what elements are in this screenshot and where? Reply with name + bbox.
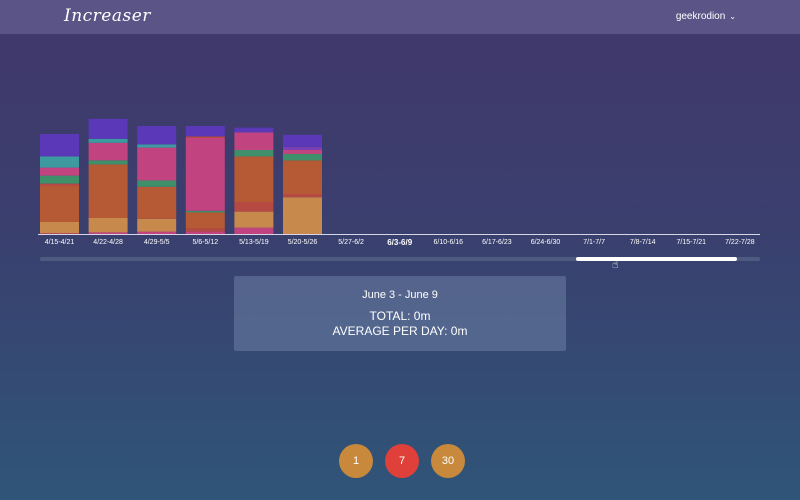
bar-segment[interactable] [234,132,274,134]
bar-segment[interactable] [185,136,225,138]
week-label[interactable]: 7/1-7/7 [583,239,605,246]
bar-segment[interactable] [283,150,322,154]
bar-segment[interactable] [283,134,322,147]
bar-segment[interactable] [283,197,322,234]
bar-segment[interactable] [185,210,225,213]
week-label[interactable]: 7/22-7/28 [725,239,755,246]
bar-segment[interactable] [88,160,128,165]
bar-segment[interactable] [234,150,274,157]
summary-total: TOTAL: 0m [369,309,431,323]
week-label[interactable]: 6/10-6/16 [433,239,464,246]
bar-segment[interactable] [40,233,79,234]
bar-segment[interactable] [40,167,79,176]
bar-segment[interactable] [88,218,128,233]
bar-segment[interactable] [137,231,177,234]
bar-segment[interactable] [283,146,322,150]
week-label[interactable]: 7/15-7/21 [676,239,707,246]
chart-scroll-thumb[interactable] [576,257,737,261]
bar-segment[interactable] [88,118,128,139]
week-label[interactable]: 4/22-4/28 [93,239,123,246]
username: geekrodion [675,11,726,22]
bar-segment[interactable] [40,175,79,184]
bar-segment[interactable] [185,231,225,234]
week-label[interactable]: 4/29-5/5 [143,239,170,246]
bar-segment[interactable] [185,212,225,229]
week-label[interactable]: 7/8-7/14 [629,239,656,246]
chevron-down-icon: ⌄ [729,12,736,21]
bar-segment[interactable] [137,147,177,181]
bar-segment[interactable] [234,127,274,133]
bar-segment[interactable] [234,156,274,202]
bar-segment[interactable] [283,160,322,194]
bar-segment[interactable] [137,144,177,148]
bar-segment[interactable] [137,186,177,219]
week-label[interactable]: 5/6-5/12 [192,239,219,246]
bar-segment[interactable] [137,126,177,145]
bar-segment[interactable] [88,142,128,161]
bar-segment[interactable] [40,183,79,186]
week-label[interactable]: 5/27-6/2 [338,239,364,246]
top-bar: Increaser geekrodion ⌄ [0,0,800,34]
period-button-30[interactable]: 30 [431,444,465,478]
bar-segment[interactable] [185,126,225,137]
bar-segment[interactable] [40,186,79,222]
bar-segment[interactable] [234,227,274,234]
week-label[interactable]: 5/20-5/26 [287,239,318,246]
bar-segment[interactable] [88,232,128,234]
bar-segment[interactable] [40,134,79,157]
bar-segment[interactable] [88,138,128,143]
chart-bars [40,118,322,234]
week-label[interactable]: 6/3-6/9 [387,238,413,247]
bar-segment[interactable] [137,218,177,232]
period-button-7[interactable]: 7 [385,444,419,478]
bar-segment[interactable] [185,228,225,232]
weekly-bar-chart: 4/15-4/21 4/22-4/28 4/29-5/5 5/6-5/12 5/13-5… [38,118,760,271]
week-label[interactable]: 6/24-6/30 [530,239,561,246]
bar-segment[interactable] [40,156,79,168]
bar-segment[interactable] [40,222,79,234]
chart-scroll-track[interactable] [40,257,760,261]
week-label[interactable]: 5/13-5/19 [239,239,269,246]
bar-segment[interactable] [234,202,274,212]
hand-cursor-icon: ☝ [612,259,619,271]
chart-x-axis [38,234,760,235]
period-button-1[interactable]: 1 [339,444,373,478]
week-label[interactable]: 6/17-6/23 [482,239,512,246]
bar-segment[interactable] [137,180,177,187]
user-menu[interactable]: geekrodion ⌄ [676,11,736,22]
week-summary-card: June 3 - June 9 TOTAL: 0m AVERAGE PER DA… [234,276,566,351]
bar-segment[interactable] [234,211,274,228]
bar-segment[interactable] [185,138,225,211]
summary-average: AVERAGE PER DAY: 0m [332,324,468,338]
bar-segment[interactable] [234,134,274,150]
app-logo[interactable]: Increaser [64,6,151,26]
period-buttons: 1 7 30 [339,444,465,478]
bar-segment[interactable] [88,164,128,218]
week-label[interactable]: 4/15-4/21 [44,239,75,246]
bar-segment[interactable] [283,154,322,161]
summary-range: June 3 - June 9 [362,289,438,301]
bar-segment[interactable] [283,194,322,198]
